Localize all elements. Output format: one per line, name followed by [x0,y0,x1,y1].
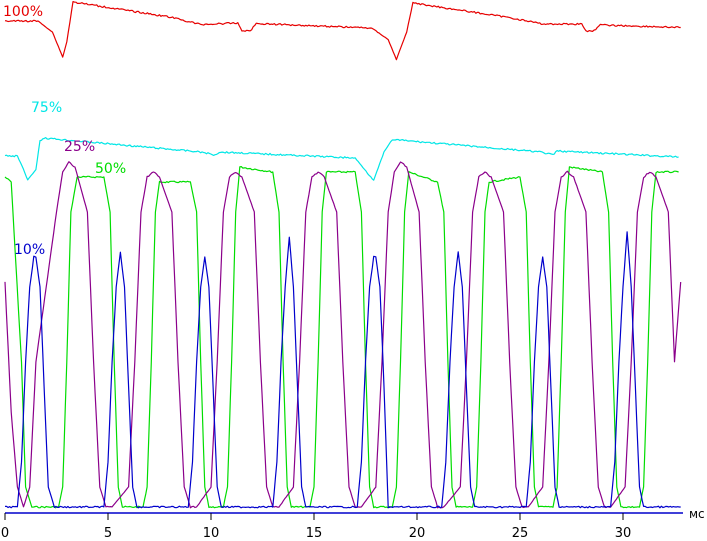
series-label-10: 10% [14,242,45,258]
x-unit-label: мс [689,507,705,521]
series-labels: 100% 75% 50%25% 10% [3,4,126,258]
x-tick-label: 5 [104,526,112,541]
x-tick-label: 30 [615,526,632,541]
series-layer [4,1,682,509]
x-axis: 0 5 10 15 20 25 30 мс [1,507,705,541]
series-line-25 [4,161,682,509]
series-label-100: 100% [3,4,43,20]
x-tick-label: 15 [306,526,323,541]
x-tick-label: 25 [512,526,529,541]
x-tick-label: 0 [1,526,9,541]
series-line-75 [4,137,679,181]
series-line-50 [4,166,679,509]
series-line-100 [4,1,681,61]
x-tick-label: 20 [409,526,426,541]
series-label-50: 50% [95,161,126,177]
series-label-75: 75% [31,100,62,116]
x-tick-label: 10 [203,526,220,541]
series-label-25: 25% [64,139,95,155]
series-line-10 [4,231,681,509]
